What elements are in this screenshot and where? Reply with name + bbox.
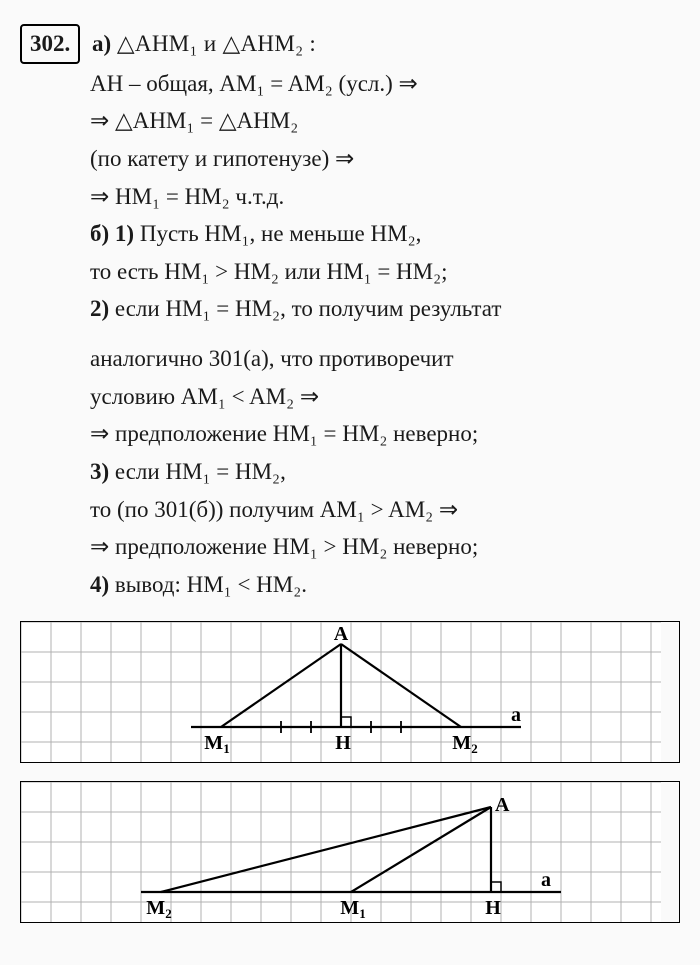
part-a-marker: а) xyxy=(92,31,111,56)
line-9: аналогично 301(а), что противоречит xyxy=(20,341,680,377)
svg-text:H: H xyxy=(335,732,351,754)
line-8-text: если HM₁ = HM₂, то получим результат xyxy=(109,296,501,321)
svg-text:A: A xyxy=(334,623,349,645)
svg-text:a: a xyxy=(541,869,551,891)
proof-text: 302. а) △AHM₁ и △AHM₂ : AH – общая, AM₁ … xyxy=(20,24,680,603)
line-7: то есть HM₁ > HM₂ или HM₁ = HM₂; xyxy=(20,254,680,290)
line-6: б) 1) Пусть HM₁, не меньше HM₂, xyxy=(20,216,680,252)
line-3: ⇒ △AHM₁ = △AHM₂ xyxy=(20,103,680,139)
problem-number: 302. xyxy=(20,24,80,64)
line-1: 302. а) △AHM₁ и △AHM₂ : xyxy=(20,24,680,64)
diagram-1: AM1M2Ha xyxy=(20,621,680,763)
diagram-2: AM2M1Ha xyxy=(20,781,680,923)
line-1-text: △AHM₁ и △AHM₂ : xyxy=(117,31,316,56)
svg-text:H: H xyxy=(485,897,501,919)
line-2: AH – общая, AM₁ = AM₂ (усл.) ⇒ xyxy=(20,66,680,102)
part-b2-marker: 2) xyxy=(90,296,109,321)
line-12: 3) если HM₁ = HM₂, xyxy=(20,454,680,490)
svg-text:a: a xyxy=(511,704,521,726)
line-6-text: Пусть HM₁, не меньше HM₂, xyxy=(134,221,421,246)
part-b4-marker: 4) xyxy=(90,572,109,597)
svg-text:A: A xyxy=(495,794,510,816)
line-14: ⇒ предположение HM₁ > HM₂ неверно; xyxy=(20,529,680,565)
line-10: условию AM₁ < AM₂ ⇒ xyxy=(20,379,680,415)
line-13: то (по 301(б)) получим AM₁ > AM₂ ⇒ xyxy=(20,492,680,528)
line-12-text: если HM₁ = HM₂, xyxy=(109,459,286,484)
part-b1-marker: б) 1) xyxy=(90,221,134,246)
line-4: (по катету и гипотенузе) ⇒ xyxy=(20,141,680,177)
line-5: ⇒ HM₁ = HM₂ ч.т.д. xyxy=(20,179,680,215)
part-b3-marker: 3) xyxy=(90,459,109,484)
line-8: 2) если HM₁ = HM₂, то получим результат xyxy=(20,291,680,327)
line-11: ⇒ предположение HM₁ = HM₂ неверно; xyxy=(20,416,680,452)
line-15-text: вывод: HM₁ < HM₂. xyxy=(109,572,307,597)
line-15: 4) вывод: HM₁ < HM₂. xyxy=(20,567,680,603)
